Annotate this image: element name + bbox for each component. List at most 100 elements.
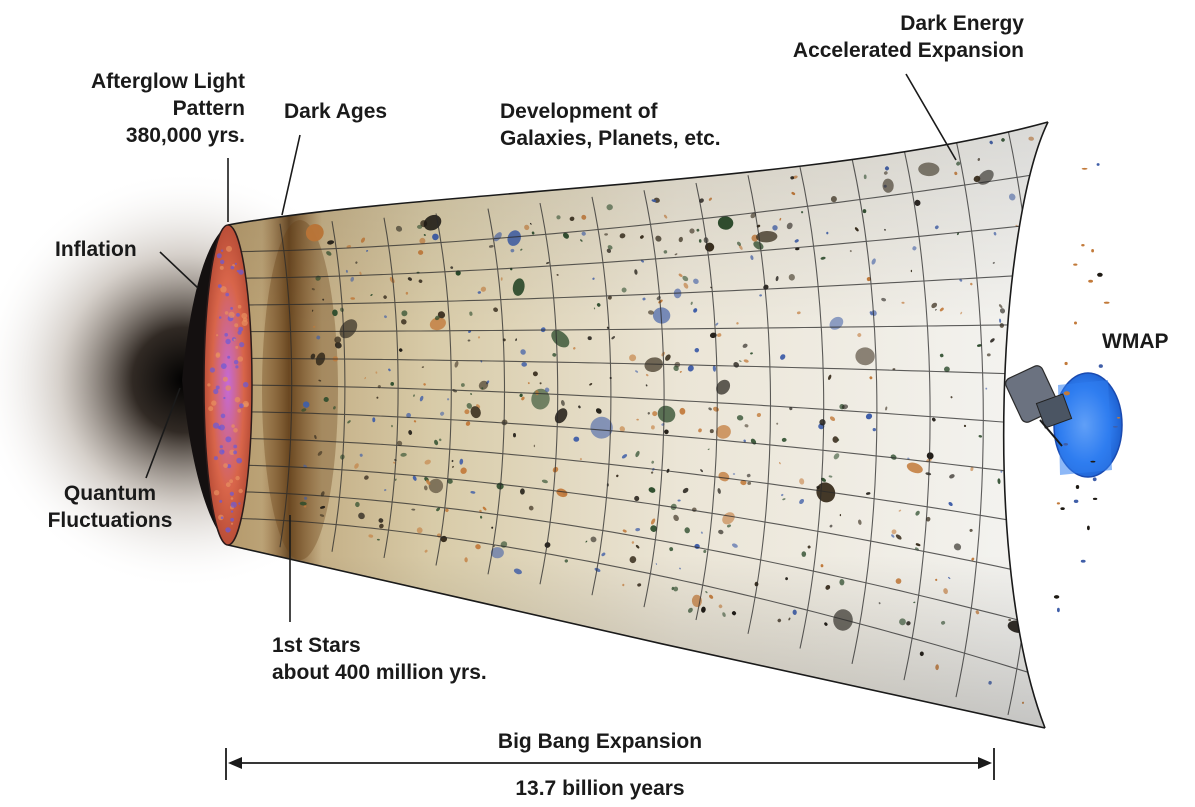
grid-line bbox=[228, 491, 1045, 628]
afterglow-speck bbox=[225, 338, 231, 345]
label-first-stars: 1st Stars about 400 million yrs. bbox=[272, 634, 487, 684]
galaxy bbox=[1063, 391, 1070, 396]
label-development: Development of Galaxies, Planets, etc. bbox=[500, 100, 721, 150]
afterglow-speck bbox=[225, 385, 231, 391]
galaxy bbox=[1027, 492, 1031, 497]
grid-line bbox=[228, 464, 1045, 577]
galaxy bbox=[1092, 477, 1097, 482]
galaxy bbox=[1013, 312, 1019, 318]
afterglow-speck bbox=[234, 323, 239, 328]
afterglow-speck bbox=[219, 445, 223, 449]
leader-quantum bbox=[145, 387, 181, 479]
afterglow-speck bbox=[219, 265, 224, 270]
afterglow-speck bbox=[225, 292, 229, 297]
label-dark-ages: Dark Ages bbox=[284, 100, 388, 123]
afterglow-speck bbox=[238, 326, 244, 332]
grid-ring bbox=[591, 196, 612, 596]
grid-line bbox=[228, 172, 1045, 253]
label-wmap: WMAP bbox=[1102, 330, 1169, 353]
galaxy bbox=[1081, 167, 1088, 170]
afterglow-speck bbox=[236, 269, 240, 273]
afterglow-speck bbox=[229, 479, 234, 484]
galaxy bbox=[1087, 525, 1090, 531]
grid-line bbox=[228, 517, 1045, 678]
galaxy bbox=[1097, 272, 1103, 277]
afterglow-speck bbox=[230, 522, 234, 525]
afterglow-speck bbox=[239, 342, 245, 348]
galaxy bbox=[1018, 299, 1021, 301]
afterglow-speck bbox=[211, 400, 217, 406]
galaxy bbox=[1081, 244, 1085, 247]
afterglow-speck bbox=[212, 422, 220, 429]
afterglow-speck bbox=[239, 403, 244, 409]
galaxy bbox=[1075, 485, 1080, 489]
galaxy bbox=[1073, 499, 1079, 503]
afterglow-speck bbox=[244, 402, 249, 407]
galaxy bbox=[1080, 559, 1086, 563]
funnel-outline bbox=[227, 121, 1049, 729]
afterglow-speck bbox=[228, 311, 235, 318]
galaxy bbox=[1057, 607, 1060, 613]
galaxy bbox=[1112, 426, 1118, 428]
grid-line bbox=[228, 323, 1045, 333]
afterglow-speck bbox=[237, 408, 242, 413]
afterglow-speck bbox=[231, 424, 235, 428]
afterglow-speck bbox=[230, 517, 235, 522]
afterglow-speck bbox=[220, 259, 225, 265]
afterglow-speck bbox=[236, 313, 240, 317]
afterglow-speck bbox=[230, 307, 234, 310]
galaxy bbox=[1029, 543, 1034, 547]
afterglow-speck bbox=[238, 502, 241, 505]
afterglow-speck bbox=[230, 497, 234, 500]
grid-line bbox=[228, 384, 1045, 426]
afterglow-speck bbox=[220, 286, 227, 293]
afterglow-speck bbox=[220, 413, 226, 419]
label-quantum-fluctuations: Quantum Fluctuations bbox=[47, 482, 173, 532]
galaxy bbox=[1024, 432, 1027, 436]
afterglow-speck bbox=[225, 527, 231, 533]
afterglow-speck bbox=[233, 428, 238, 433]
afterglow-speck bbox=[217, 284, 222, 288]
afterglow-speck bbox=[238, 269, 244, 275]
afterglow-speck bbox=[220, 516, 224, 520]
afterglow-speck bbox=[217, 426, 221, 430]
afterglow-speck bbox=[227, 355, 231, 359]
afterglow-speck bbox=[215, 385, 220, 390]
grid-line bbox=[228, 273, 1045, 306]
afterglow-speck bbox=[223, 463, 229, 468]
leader-dark-energy bbox=[905, 73, 957, 161]
galaxy bbox=[1056, 502, 1060, 505]
galaxy bbox=[1063, 443, 1068, 446]
afterglow-speck bbox=[220, 249, 224, 252]
afterglow-speck bbox=[238, 488, 243, 494]
afterglow-speck bbox=[225, 482, 231, 488]
grid-ring bbox=[643, 190, 665, 608]
afterglow-speck bbox=[218, 424, 225, 431]
galaxy bbox=[1064, 361, 1068, 366]
galaxy bbox=[1019, 471, 1025, 477]
galaxy bbox=[1103, 301, 1110, 304]
label-big-bang-expansion: Big Bang Expansion bbox=[497, 730, 703, 753]
timeline-arrow bbox=[225, 748, 995, 780]
grid-ring bbox=[955, 139, 984, 698]
label-inflation: Inflation bbox=[55, 238, 137, 261]
afterglow-speck bbox=[222, 376, 228, 382]
galaxy bbox=[1031, 456, 1038, 463]
afterglow-speck bbox=[223, 396, 226, 400]
afterglow-speck bbox=[224, 333, 228, 337]
grid-ring bbox=[487, 208, 506, 575]
afterglow-speck bbox=[221, 450, 225, 453]
grid-ring bbox=[799, 166, 825, 649]
afterglow-speck bbox=[230, 265, 235, 270]
afterglow-speck bbox=[233, 450, 238, 455]
galaxy bbox=[1096, 163, 1100, 166]
afterglow-speck bbox=[235, 475, 240, 481]
afterglow-speck bbox=[229, 491, 234, 496]
leader-dark-ages bbox=[281, 134, 301, 216]
afterglow-speck bbox=[235, 365, 239, 369]
afterglow-speck bbox=[234, 262, 237, 265]
label-afterglow: Afterglow Light Pattern 380,000 yrs. bbox=[91, 70, 245, 147]
afterglow-speck bbox=[227, 464, 232, 469]
galaxy bbox=[1092, 497, 1098, 500]
